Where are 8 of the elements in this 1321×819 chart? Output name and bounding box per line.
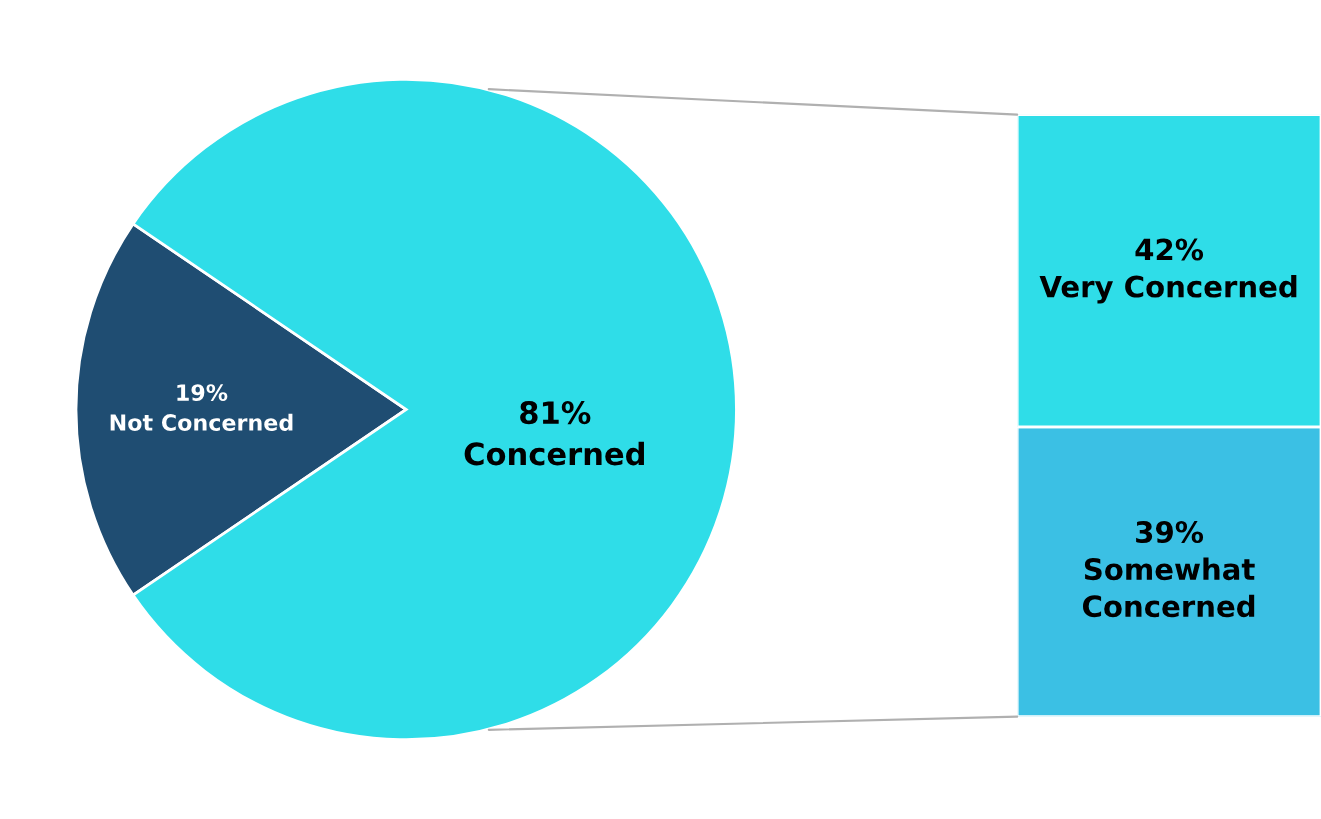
slice-label: Not Concerned (110, 413, 293, 431)
data-label: 81% (520, 401, 591, 425)
data-label: 42% (1135, 238, 1204, 261)
series-label: Somewhat Concerned (1083, 557, 1255, 618)
data-label: 19% (177, 384, 228, 401)
slice-label: Concerned (464, 441, 644, 466)
series-label: Very Concerned (1039, 275, 1297, 304)
data-label: 39% (1136, 521, 1204, 544)
